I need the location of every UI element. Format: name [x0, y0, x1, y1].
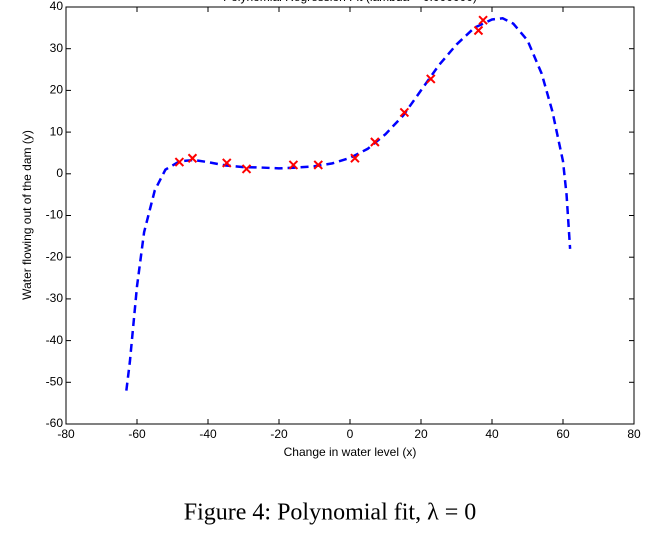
y-tick-label: -20	[46, 249, 64, 263]
fit-curve	[125, 16, 572, 391]
data-point	[399, 107, 410, 118]
chart-title: Polynomial Regression Fit (lambda = 0.00…	[223, 0, 477, 4]
figure-caption: Figure 4: Polynomial fit, λ = 0	[184, 500, 477, 526]
data-point	[222, 158, 232, 168]
data-point	[288, 160, 299, 170]
data-point	[478, 15, 488, 25]
y-tick-label: 30	[50, 41, 64, 55]
y-tick-label: 20	[50, 83, 64, 97]
plot-frame	[65, 6, 635, 425]
y-tick-label: -50	[46, 374, 64, 388]
x-tick-label: -40	[199, 427, 217, 441]
x-tick-label: -60	[128, 427, 146, 441]
data-point	[241, 164, 252, 174]
x-tick-label: 80	[627, 427, 641, 441]
data-point	[473, 25, 484, 36]
y-axis-label: Water flowing out of the dam (y)	[20, 130, 34, 300]
data-point	[350, 153, 360, 163]
data-point	[187, 153, 198, 163]
y-tick-label: -30	[46, 291, 64, 305]
x-axis-label: Change in water level (x)	[284, 445, 417, 459]
y-tick-label: 10	[50, 124, 64, 138]
y-tick-label: 40	[50, 0, 64, 13]
x-tick-label: -20	[270, 427, 288, 441]
x-tick-label: -80	[57, 427, 75, 441]
data-point	[313, 160, 323, 170]
y-tick-label: -10	[46, 208, 64, 222]
y-tick-label: -60	[46, 416, 64, 430]
data-point	[426, 74, 436, 84]
x-tick-label: 40	[485, 427, 499, 441]
x-tick-label: 20	[414, 427, 428, 441]
data-point	[174, 157, 185, 167]
y-tick-label: 0	[56, 166, 63, 180]
x-tick-label: 60	[556, 427, 570, 441]
y-tick-label: -40	[46, 333, 64, 347]
x-tick-label: 0	[347, 427, 354, 441]
data-point	[370, 137, 380, 147]
